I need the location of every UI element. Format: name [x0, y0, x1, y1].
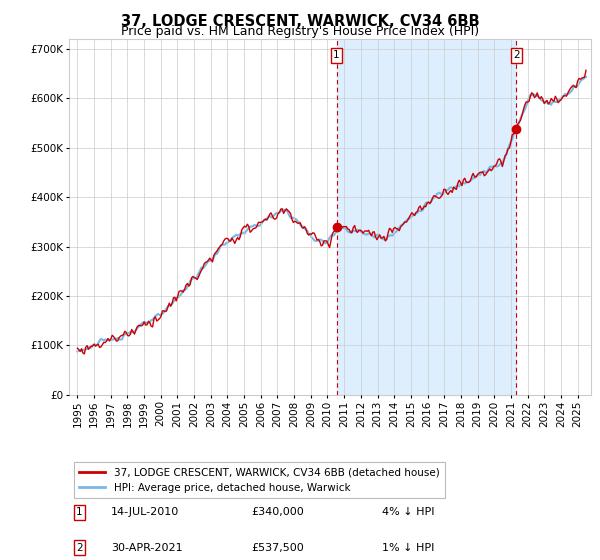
Bar: [337, 39, 517, 395]
Text: £537,500: £537,500: [252, 543, 304, 553]
Text: £340,000: £340,000: [252, 507, 304, 517]
Text: 1: 1: [333, 50, 340, 60]
Text: 37, LODGE CRESCENT, WARWICK, CV34 6BB: 37, LODGE CRESCENT, WARWICK, CV34 6BB: [121, 14, 479, 29]
Text: 2: 2: [76, 543, 83, 553]
Text: 2: 2: [513, 50, 520, 60]
Legend: 37, LODGE CRESCENT, WARWICK, CV34 6BB (detached house), HPI: Average price, deta: 37, LODGE CRESCENT, WARWICK, CV34 6BB (d…: [74, 462, 445, 498]
Text: Price paid vs. HM Land Registry's House Price Index (HPI): Price paid vs. HM Land Registry's House …: [121, 25, 479, 38]
Text: 1: 1: [76, 507, 83, 517]
Text: 30-APR-2021: 30-APR-2021: [111, 543, 182, 553]
Text: 14-JUL-2010: 14-JUL-2010: [111, 507, 179, 517]
Text: 1% ↓ HPI: 1% ↓ HPI: [382, 543, 434, 553]
Text: 4% ↓ HPI: 4% ↓ HPI: [382, 507, 434, 517]
